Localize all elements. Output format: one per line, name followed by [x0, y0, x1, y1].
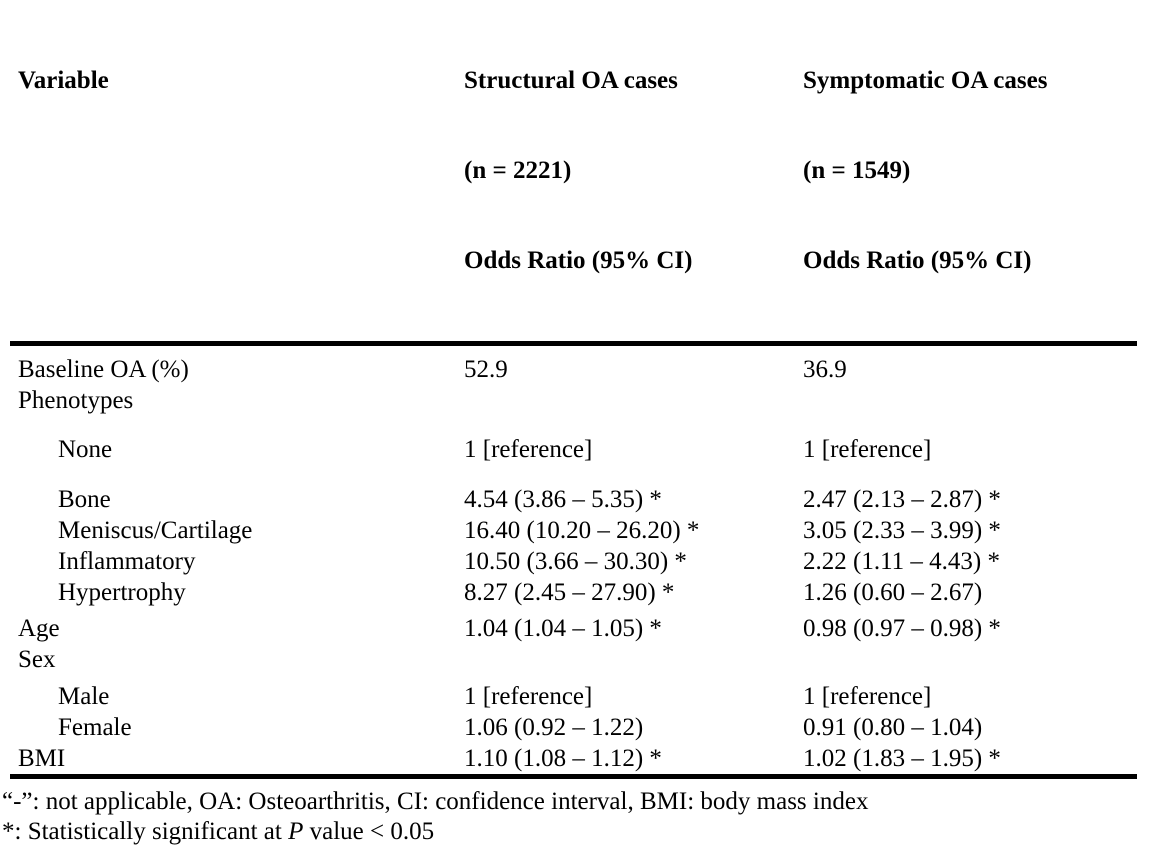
- symptomatic-value: 1.26 (0.60 – 2.67): [803, 579, 983, 606]
- structural-value: [464, 385, 803, 416]
- symptomatic-value: 0.98 (0.97 – 0.98) *: [803, 615, 1001, 642]
- row-label: Sex: [18, 646, 56, 673]
- table-row-age: Age 1.04 (1.04 – 1.05) * 0.98 (0.97 – 0.…: [0, 613, 1154, 644]
- symptomatic-value: 1 [reference]: [803, 683, 932, 710]
- symptomatic-value: 1 [reference]: [803, 436, 932, 463]
- symptomatic-value: 2.47 (2.13 – 2.87) *: [803, 486, 1001, 513]
- structural-value: 10.50 (3.66 – 30.30) *: [464, 548, 687, 575]
- row-label: Age: [18, 615, 60, 642]
- row-spacer: [0, 416, 1154, 434]
- table-header-row: Variable Structural OA cases (n = 2221) …: [0, 0, 1154, 336]
- header-divider-rule: [10, 341, 1137, 346]
- header-structural-line2: (n = 2221): [464, 157, 572, 184]
- table-body: Baseline OA (%) 52.9 36.9 Phenotypes Non…: [0, 346, 1154, 774]
- row-label: Male: [58, 683, 110, 710]
- row-label: Inflammatory: [58, 548, 196, 575]
- table-row-bmi: BMI 1.10 (1.08 – 1.12) * 1.02 (1.83 – 1.…: [0, 743, 1154, 774]
- structural-value: 1 [reference]: [464, 683, 593, 710]
- header-structural-line1: Structural OA cases: [464, 67, 678, 94]
- header-symptomatic-line2: (n = 1549): [803, 157, 911, 184]
- table-row-phenotypes: Phenotypes: [0, 385, 1154, 416]
- table-row-bone: Bone 4.54 (3.86 – 5.35) * 2.47 (2.13 – 2…: [0, 484, 1154, 515]
- footnote-significance-suffix: value < 0.05: [303, 818, 435, 845]
- symptomatic-value: [803, 644, 1146, 675]
- structural-value: 1.06 (0.92 – 1.22): [464, 714, 644, 741]
- row-label: Hypertrophy: [58, 579, 186, 606]
- row-label: Bone: [58, 486, 111, 513]
- header-variable-label: Variable: [18, 67, 109, 94]
- table-row-sex: Sex: [0, 644, 1154, 675]
- header-symptomatic-line1: Symptomatic OA cases: [803, 67, 1048, 94]
- table-row-meniscus-cartilage: Meniscus/Cartilage 16.40 (10.20 – 26.20)…: [0, 515, 1154, 546]
- structural-value: 52.9: [464, 356, 508, 383]
- header-symptomatic-line3: Odds Ratio (95% CI): [803, 247, 1032, 274]
- structural-value: 1 [reference]: [464, 436, 593, 463]
- structural-value: 1.10 (1.08 – 1.12) *: [464, 745, 662, 772]
- footnote-abbreviations: “-”: not applicable, OA: Osteoarthritis,…: [2, 788, 869, 815]
- table-row-baseline-oa: Baseline OA (%) 52.9 36.9: [0, 354, 1154, 385]
- structural-value: 16.40 (10.20 – 26.20) *: [464, 517, 700, 544]
- table-row-inflammatory: Inflammatory 10.50 (3.66 – 30.30) * 2.22…: [0, 546, 1154, 577]
- symptomatic-value: [803, 385, 1146, 416]
- header-structural: Structural OA cases (n = 2221) Odds Rati…: [464, 6, 803, 336]
- symptomatic-value: 0.91 (0.80 – 1.04): [803, 714, 983, 741]
- row-label: Meniscus/Cartilage: [58, 517, 253, 544]
- row-label: None: [58, 436, 113, 463]
- table-row-hypertrophy: Hypertrophy 8.27 (2.45 – 27.90) * 1.26 (…: [0, 577, 1154, 608]
- table-footnotes: “-”: not applicable, OA: Osteoarthritis,…: [0, 779, 1154, 847]
- symptomatic-value: 36.9: [803, 356, 847, 383]
- table-row-none: None 1 [reference] 1 [reference]: [0, 434, 1154, 465]
- row-label: BMI: [18, 745, 66, 772]
- row-spacer: [0, 465, 1154, 484]
- structural-value: 1.04 (1.04 – 1.05) *: [464, 615, 662, 642]
- table-row-female: Female 1.06 (0.92 – 1.22) 0.91 (0.80 – 1…: [0, 712, 1154, 743]
- footnote-significance-prefix: *: Statistically significant at: [2, 818, 289, 845]
- footnote-significance: *: Statistically significant at P value …: [2, 817, 1154, 847]
- row-label: Phenotypes: [18, 387, 134, 414]
- symptomatic-value: 3.05 (2.33 – 3.99) *: [803, 517, 1001, 544]
- structural-value: [464, 644, 803, 675]
- row-label: Female: [58, 714, 132, 741]
- symptomatic-value: 1.02 (1.83 – 1.95) *: [803, 745, 1001, 772]
- header-variable: Variable: [18, 6, 464, 336]
- row-label: Baseline OA (%): [18, 356, 189, 383]
- table-row-male: Male 1 [reference] 1 [reference]: [0, 681, 1154, 712]
- symptomatic-value: 2.22 (1.11 – 4.43) *: [803, 548, 1000, 575]
- header-structural-line3: Odds Ratio (95% CI): [464, 247, 693, 274]
- structural-value: 4.54 (3.86 – 5.35) *: [464, 486, 662, 513]
- footnote-significance-p-symbol: P: [288, 818, 304, 845]
- structural-value: 8.27 (2.45 – 27.90) *: [464, 579, 675, 606]
- header-symptomatic: Symptomatic OA cases (n = 1549) Odds Rat…: [803, 6, 1146, 336]
